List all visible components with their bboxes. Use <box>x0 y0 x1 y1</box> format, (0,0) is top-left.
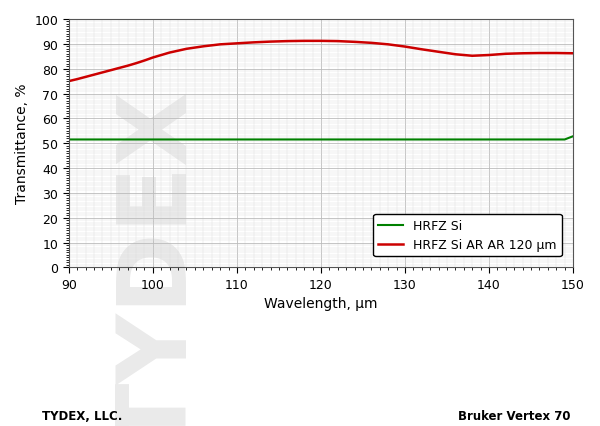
Text: TYDEX: TYDEX <box>113 89 206 426</box>
HRFZ Si <box>242 138 249 143</box>
HRFZ Si AR AR 120 μm <box>200 45 207 50</box>
HRFZ Si AR AR 120 μm <box>284 40 291 45</box>
HRFZ Si AR AR 120 μm <box>99 71 106 76</box>
HRFZ Si AR AR 120 μm <box>485 53 493 58</box>
HRFZ Si AR AR 120 μm <box>217 43 224 48</box>
HRFZ Si AR AR 120 μm <box>469 54 476 59</box>
Y-axis label: Transmittance, %: Transmittance, % <box>15 84 29 204</box>
Legend: HRFZ Si, HRFZ Si AR AR 120 μm: HRFZ Si, HRFZ Si AR AR 120 μm <box>373 214 562 256</box>
HRFZ Si <box>183 138 190 143</box>
HRFZ Si <box>334 138 341 143</box>
HRFZ Si <box>65 138 73 143</box>
HRFZ Si <box>502 138 509 143</box>
HRFZ Si AR AR 120 μm <box>183 47 190 52</box>
HRFZ Si AR AR 120 μm <box>351 40 358 45</box>
HRFZ Si AR AR 120 μm <box>317 39 325 44</box>
HRFZ Si AR AR 120 μm <box>435 50 442 55</box>
HRFZ Si AR AR 120 μm <box>133 61 140 66</box>
HRFZ Si AR AR 120 μm <box>149 56 157 61</box>
HRFZ Si AR AR 120 μm <box>553 52 560 57</box>
HRFZ Si AR AR 120 μm <box>65 79 73 84</box>
HRFZ Si AR AR 120 μm <box>452 52 459 58</box>
Line: HRFZ Si: HRFZ Si <box>69 137 573 140</box>
X-axis label: Wavelength, μm: Wavelength, μm <box>264 296 378 311</box>
HRFZ Si AR AR 120 μm <box>267 40 274 45</box>
HRFZ Si AR AR 120 μm <box>385 43 392 48</box>
HRFZ Si AR AR 120 μm <box>91 73 98 78</box>
Line: HRFZ Si AR AR 120 μm: HRFZ Si AR AR 120 μm <box>69 42 573 82</box>
HRFZ Si AR AR 120 μm <box>74 78 81 83</box>
HRFZ Si AR AR 120 μm <box>250 41 257 46</box>
HRFZ Si AR AR 120 μm <box>82 75 89 80</box>
HRFZ Si AR AR 120 μm <box>519 52 526 57</box>
HRFZ Si <box>569 134 577 139</box>
HRFZ Si AR AR 120 μm <box>107 69 115 74</box>
HRFZ Si AR AR 120 μm <box>233 42 241 47</box>
HRFZ Si AR AR 120 μm <box>116 66 123 71</box>
HRFZ Si AR AR 120 μm <box>334 40 341 45</box>
HRFZ Si AR AR 120 μm <box>569 52 577 57</box>
HRFZ Si AR AR 120 μm <box>401 45 409 50</box>
Text: Bruker Vertex 70: Bruker Vertex 70 <box>458 409 570 422</box>
HRFZ Si AR AR 120 μm <box>301 39 308 44</box>
HRFZ Si AR AR 120 μm <box>536 52 543 57</box>
Text: TYDEX, LLC.: TYDEX, LLC. <box>42 409 122 422</box>
HRFZ Si <box>368 138 375 143</box>
HRFZ Si AR AR 120 μm <box>124 64 131 69</box>
HRFZ Si AR AR 120 μm <box>502 52 509 57</box>
HRFZ Si AR AR 120 μm <box>368 41 375 46</box>
HRFZ Si <box>166 138 173 143</box>
HRFZ Si AR AR 120 μm <box>418 48 425 53</box>
HRFZ Si AR AR 120 μm <box>166 51 173 56</box>
HRFZ Si AR AR 120 μm <box>141 59 148 64</box>
